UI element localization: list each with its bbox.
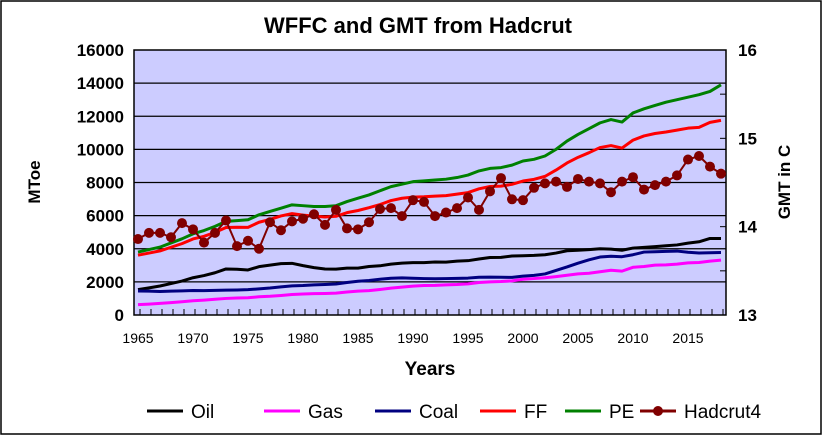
data-point-hadcrut4	[573, 173, 583, 184]
data-point-hadcrut4	[199, 237, 209, 248]
data-point-hadcrut4	[221, 215, 231, 226]
data-point-hadcrut4	[232, 241, 242, 252]
data-point-hadcrut4	[342, 223, 352, 234]
data-point-hadcrut4	[397, 211, 407, 222]
x-tick-label: 1995	[452, 330, 483, 346]
data-point-hadcrut4	[386, 203, 396, 214]
data-point-hadcrut4	[474, 204, 484, 215]
y-tick-label: 10000	[77, 140, 124, 159]
data-point-hadcrut4	[716, 168, 726, 179]
x-tick-label: 1975	[232, 330, 263, 346]
legend-label: Hadcrut4	[684, 402, 762, 423]
y-tick-label: 16000	[77, 41, 124, 60]
y-tick-label: 8000	[86, 174, 124, 193]
data-point-hadcrut4	[144, 227, 154, 238]
x-tick-label: 1990	[397, 330, 428, 346]
y-tick-label: 6000	[86, 207, 124, 226]
y2-tick-label: 16	[738, 41, 757, 60]
y-axis-label: MToe	[25, 160, 44, 203]
data-point-hadcrut4	[177, 218, 187, 229]
y-tick-label: 12000	[77, 107, 124, 126]
x-tick-label: 2010	[617, 330, 648, 346]
data-point-hadcrut4	[463, 192, 473, 203]
series-line-pe	[137, 83, 722, 254]
data-point-hadcrut4	[243, 235, 253, 246]
data-point-hadcrut4	[331, 204, 341, 215]
data-point-hadcrut4	[584, 176, 594, 187]
legend-label: Oil	[191, 402, 214, 423]
legend-label: PE	[609, 402, 634, 423]
data-point-hadcrut4	[210, 227, 220, 238]
data-point-hadcrut4	[661, 176, 671, 187]
data-point-hadcrut4	[507, 194, 517, 205]
x-tick-label: 2000	[507, 330, 538, 346]
series-line-coal	[137, 249, 722, 293]
data-point-hadcrut4	[287, 216, 297, 227]
data-point-hadcrut4	[254, 243, 264, 254]
y-tick-label: 2000	[86, 273, 124, 292]
data-point-hadcrut4	[628, 172, 638, 183]
data-point-hadcrut4	[430, 211, 440, 222]
series-line-ff	[137, 118, 722, 257]
data-point-hadcrut4	[309, 209, 319, 220]
data-point-hadcrut4	[441, 207, 451, 218]
data-point-hadcrut4	[166, 232, 176, 243]
y2-axis-label: GMT in C	[775, 145, 794, 220]
data-point-hadcrut4	[133, 234, 143, 245]
legend-marker	[653, 406, 663, 416]
data-point-hadcrut4	[606, 187, 616, 198]
y-tick-label: 4000	[86, 240, 124, 259]
data-point-hadcrut4	[496, 173, 506, 184]
data-point-hadcrut4	[639, 184, 649, 195]
data-point-hadcrut4	[683, 154, 693, 165]
legend-label: FF	[524, 402, 547, 423]
data-point-hadcrut4	[540, 178, 550, 189]
y-tick-label: 14000	[77, 74, 124, 93]
x-tick-label: 1970	[177, 330, 208, 346]
data-point-hadcrut4	[276, 225, 286, 236]
y-tick-label: 0	[115, 306, 124, 325]
y2-tick-label: 14	[738, 218, 757, 237]
data-point-hadcrut4	[650, 180, 660, 191]
legend: Oil Gas Coal FF PE Hadcrut4	[147, 402, 762, 423]
data-point-hadcrut4	[551, 176, 561, 187]
data-point-hadcrut4	[694, 151, 704, 161]
data-point-hadcrut4	[595, 178, 605, 189]
data-point-hadcrut4	[617, 176, 627, 187]
data-point-hadcrut4	[485, 186, 495, 197]
data-point-hadcrut4	[408, 195, 418, 206]
data-point-hadcrut4	[705, 161, 715, 172]
data-point-hadcrut4	[353, 224, 363, 235]
data-point-hadcrut4	[188, 224, 198, 235]
y2-tick-label: 15	[738, 129, 757, 148]
series-line-oil	[137, 236, 721, 292]
x-tick-label: 1965	[122, 330, 153, 346]
x-tick-label: 2005	[562, 330, 593, 346]
legend-label: Gas	[308, 402, 343, 423]
data-point-hadcrut4	[672, 170, 682, 181]
data-point-hadcrut4	[562, 181, 572, 192]
data-point-hadcrut4	[375, 204, 385, 214]
chart-title: WFFC and GMT from Hadcrut	[264, 13, 573, 38]
series-line-gas	[137, 258, 722, 307]
data-point-hadcrut4	[155, 227, 165, 238]
legend-label: Coal	[419, 402, 458, 423]
y2-tick-label: 13	[738, 306, 757, 325]
x-tick-label: 1980	[287, 330, 318, 346]
data-point-hadcrut4	[364, 217, 374, 228]
data-point-hadcrut4	[265, 217, 275, 228]
x-axis-label: Years	[405, 359, 456, 380]
data-point-hadcrut4	[419, 196, 429, 207]
data-point-hadcrut4	[518, 195, 528, 206]
data-point-hadcrut4	[320, 219, 330, 230]
x-tick-label: 1985	[342, 330, 373, 346]
x-tick-label: 2015	[672, 330, 703, 346]
data-point-hadcrut4	[298, 213, 308, 224]
data-point-hadcrut4	[529, 182, 539, 193]
data-point-hadcrut4	[452, 203, 462, 214]
